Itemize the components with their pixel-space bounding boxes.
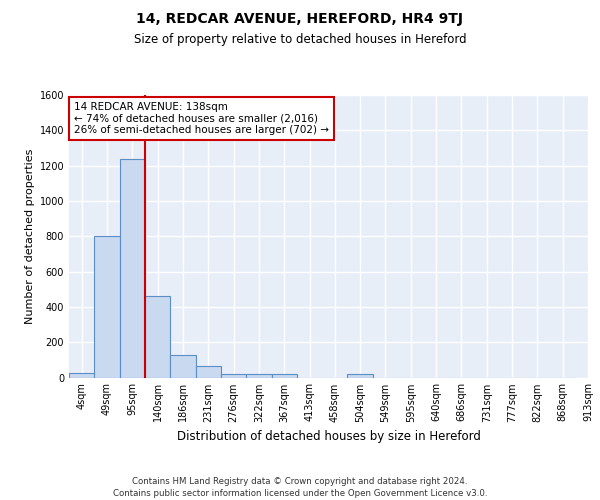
Bar [119,158,145,378]
Text: Size of property relative to detached houses in Hereford: Size of property relative to detached ho… [134,32,466,46]
Y-axis label: Number of detached properties: Number of detached properties [25,148,35,324]
Bar [145,296,170,378]
Bar [94,236,119,378]
Bar [221,374,246,378]
Text: 14, REDCAR AVENUE, HEREFORD, HR4 9TJ: 14, REDCAR AVENUE, HEREFORD, HR4 9TJ [137,12,464,26]
Bar [170,354,196,378]
Bar [272,374,297,378]
Bar [69,373,94,378]
Bar [347,374,373,378]
X-axis label: Distribution of detached houses by size in Hereford: Distribution of detached houses by size … [176,430,481,443]
Bar [196,366,221,378]
Text: 14 REDCAR AVENUE: 138sqm
← 74% of detached houses are smaller (2,016)
26% of sem: 14 REDCAR AVENUE: 138sqm ← 74% of detach… [74,102,329,136]
Text: Contains HM Land Registry data © Crown copyright and database right 2024.
Contai: Contains HM Land Registry data © Crown c… [113,476,487,498]
Bar [246,374,272,378]
